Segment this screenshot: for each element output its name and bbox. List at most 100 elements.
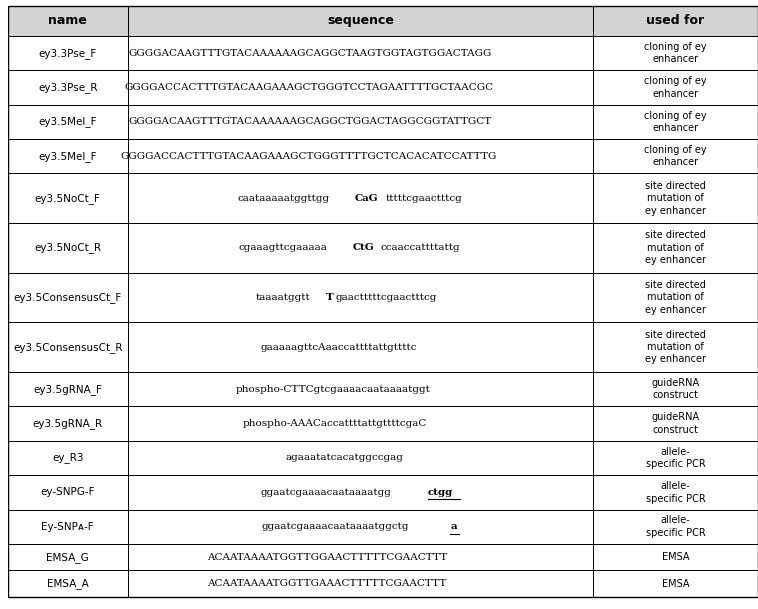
Bar [128,223,593,273]
Bar [593,105,758,139]
Bar [8,322,128,372]
Text: GGGGACAAGTTTGTACAAAAAAGCAGGCTAAGTGGTAGTGGACTAGG: GGGGACAAGTTTGTACAAAAAAGCAGGCTAAGTGGTAGTG… [128,49,492,58]
Text: a: a [450,522,457,531]
Text: used for: used for [647,15,704,27]
Bar [593,6,758,36]
Text: name: name [49,15,87,27]
Bar [8,139,128,174]
Bar [593,273,758,322]
Text: site directed
mutation of
ey enhancer: site directed mutation of ey enhancer [645,230,706,266]
Text: ggaatcgaaaacaataaaatggctg: ggaatcgaaaacaataaaatggctg [262,522,409,531]
Text: ey3.5gRNA_R: ey3.5gRNA_R [33,418,103,429]
Bar [8,441,128,475]
Bar [8,571,128,597]
Text: ccaaccattttattg: ccaaccattttattg [381,244,460,252]
Bar [593,70,758,105]
Text: phospho-AAACaccattttattgttttcgaC: phospho-AAACaccattttattgttttcgaC [243,419,427,428]
Text: ACAATAAAATGGTTGGAACTTTTTCGAACTTT: ACAATAAAATGGTTGGAACTTTTTCGAACTTT [207,552,447,561]
Bar [8,406,128,441]
Text: ggaatcgaaaacaataaaatgg: ggaatcgaaaacaataaaatgg [261,488,392,497]
Bar [8,223,128,273]
Bar [593,510,758,544]
Text: agaaatatcacatggccgag: agaaatatcacatggccgag [285,454,403,462]
Bar [593,441,758,475]
Text: ey3.5Mel_F: ey3.5Mel_F [39,116,97,127]
Text: ey3.3Pse_R: ey3.3Pse_R [38,82,98,93]
Text: site directed
mutation of
ey enhancer: site directed mutation of ey enhancer [645,280,706,315]
Bar [593,223,758,273]
Bar [593,406,758,441]
Text: allele-
specific PCR: allele- specific PCR [646,447,706,469]
Text: ACAATAAAATGGTTGAAACTTTTTCGAACTTT: ACAATAAAATGGTTGAAACTTTTTCGAACTTT [208,579,447,588]
Text: allele-
specific PCR: allele- specific PCR [646,515,706,538]
Bar [128,70,593,105]
Bar [593,372,758,406]
Text: EMSA: EMSA [662,579,689,588]
Bar [128,475,593,510]
Text: ey-SNPG-F: ey-SNPG-F [40,487,95,498]
Bar [128,6,593,36]
Bar [8,544,128,571]
Bar [8,273,128,322]
Text: site directed
mutation of
ey enhancer: site directed mutation of ey enhancer [645,329,706,365]
Text: allele-
specific PCR: allele- specific PCR [646,481,706,504]
Text: ey3.5NoCt_F: ey3.5NoCt_F [35,193,101,204]
Text: cloning of ey
enhancer: cloning of ey enhancer [644,145,706,167]
Bar [8,372,128,406]
Bar [8,510,128,544]
Text: CaG: CaG [355,194,379,203]
Bar [8,36,128,70]
Text: GGGGACCACTTTGTACAAGAAAGCTGGGTCCTAGAATTTTGCTAACGC: GGGGACCACTTTGTACAAGAAAGCTGGGTCCTAGAATTTT… [124,83,493,92]
Bar [593,322,758,372]
Bar [128,174,593,223]
Bar [593,571,758,597]
Text: Ey-SNPᴀ-F: Ey-SNPᴀ-F [42,522,94,532]
Text: ey3.5gRNA_F: ey3.5gRNA_F [33,384,102,395]
Bar [128,406,593,441]
Text: cloning of ey
enhancer: cloning of ey enhancer [644,76,706,99]
Text: T: T [326,293,334,302]
Bar [593,139,758,174]
Bar [8,174,128,223]
Bar [128,273,593,322]
Text: ey_R3: ey_R3 [52,452,83,463]
Text: GGGGACCACTTTGTACAAGAAAGCTGGGTTTTGCTCACACATCCATTTG: GGGGACCACTTTGTACAAGAAAGCTGGGTTTTGCTCACAC… [120,152,496,161]
Text: phospho-CTTCgtcgaaaacaataaaatggt: phospho-CTTCgtcgaaaacaataaaatggt [236,385,431,393]
Text: caataaaaatggttgg: caataaaaatggttgg [237,194,330,203]
Text: guideRNA
construct: guideRNA construct [651,378,700,400]
Bar [8,475,128,510]
Bar [128,105,593,139]
Bar [128,571,593,597]
Text: EMSA_A: EMSA_A [47,578,89,589]
Text: ey3.5NoCt_R: ey3.5NoCt_R [34,242,102,253]
Text: CtG: CtG [352,244,374,252]
Text: EMSA: EMSA [662,552,689,562]
Bar [593,544,758,571]
Bar [128,372,593,406]
Text: ey3.5Mel_F: ey3.5Mel_F [39,151,97,162]
Text: site directed
mutation of
ey enhancer: site directed mutation of ey enhancer [645,181,706,216]
Text: cgaaagttcgaaaaa: cgaaagttcgaaaaa [239,244,327,252]
Text: gaactttttcgaactttcg: gaactttttcgaactttcg [336,293,437,302]
Bar [593,36,758,70]
Text: sequence: sequence [327,15,394,27]
Text: tttttcgaactttcg: tttttcgaactttcg [385,194,462,203]
Bar [128,510,593,544]
Text: cloning of ey
enhancer: cloning of ey enhancer [644,111,706,133]
Bar [128,139,593,174]
Text: cloning of ey
enhancer: cloning of ey enhancer [644,42,706,65]
Text: EMSA_G: EMSA_G [46,552,89,563]
Text: ey3.5ConsensusCt_R: ey3.5ConsensusCt_R [13,342,123,353]
Text: ey3.5ConsensusCt_F: ey3.5ConsensusCt_F [14,292,122,303]
Bar [128,36,593,70]
Bar [593,475,758,510]
Bar [128,441,593,475]
Text: taaaatggtt: taaaatggtt [255,293,311,302]
Text: gaaaaagttcAaaccattttattgttttc: gaaaaagttcAaaccattttattgttttc [261,343,417,351]
Text: GGGGACAAGTTTGTACAAAAAAGCAGGCTGGACTAGGCGGTATTGCT: GGGGACAAGTTTGTACAAAAAAGCAGGCTGGACTAGGCGG… [128,118,492,126]
Text: guideRNA
construct: guideRNA construct [651,412,700,435]
Text: ey3.3Pse_F: ey3.3Pse_F [39,48,97,58]
Bar [128,322,593,372]
Bar [8,105,128,139]
Bar [8,6,128,36]
